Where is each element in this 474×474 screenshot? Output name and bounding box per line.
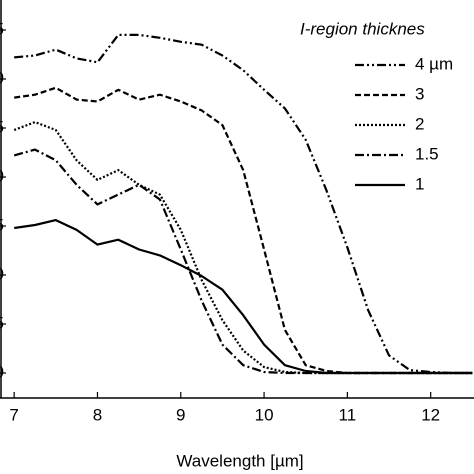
- legend-title: I-region thicknes: [300, 19, 425, 38]
- y-tick-label: 5: [0, 313, 4, 332]
- x-axis-label: Wavelength [µm]: [176, 451, 303, 470]
- y-tick-label: 0: [0, 68, 4, 87]
- legend-label: 2: [415, 114, 424, 133]
- x-tick-label: 10: [255, 405, 274, 424]
- x-tick-label: 12: [421, 405, 440, 424]
- series-line: [13, 120, 473, 375]
- x-tick-label: 9: [176, 405, 185, 424]
- x-tick-label: 8: [93, 405, 102, 424]
- legend-label: 1.5: [415, 144, 439, 163]
- x-tick-label: 7: [9, 405, 18, 424]
- series-line: [13, 148, 473, 375]
- legend-label: 1: [415, 174, 424, 193]
- series-line: [14, 219, 473, 375]
- legend-label: 3: [415, 84, 424, 103]
- y-tick-label: 5: [0, 215, 4, 234]
- y-tick-label: 0: [0, 166, 4, 185]
- legend-label: 4 µm: [415, 54, 453, 73]
- series-line: [14, 33, 473, 375]
- y-tick-label: 0: [0, 264, 4, 283]
- y-tick-label: 5: [0, 117, 4, 136]
- x-tick-label: 11: [339, 405, 357, 424]
- y-tick-label: 0: [0, 362, 4, 381]
- y-tick-label: 5: [0, 19, 4, 38]
- series-line: [14, 86, 473, 375]
